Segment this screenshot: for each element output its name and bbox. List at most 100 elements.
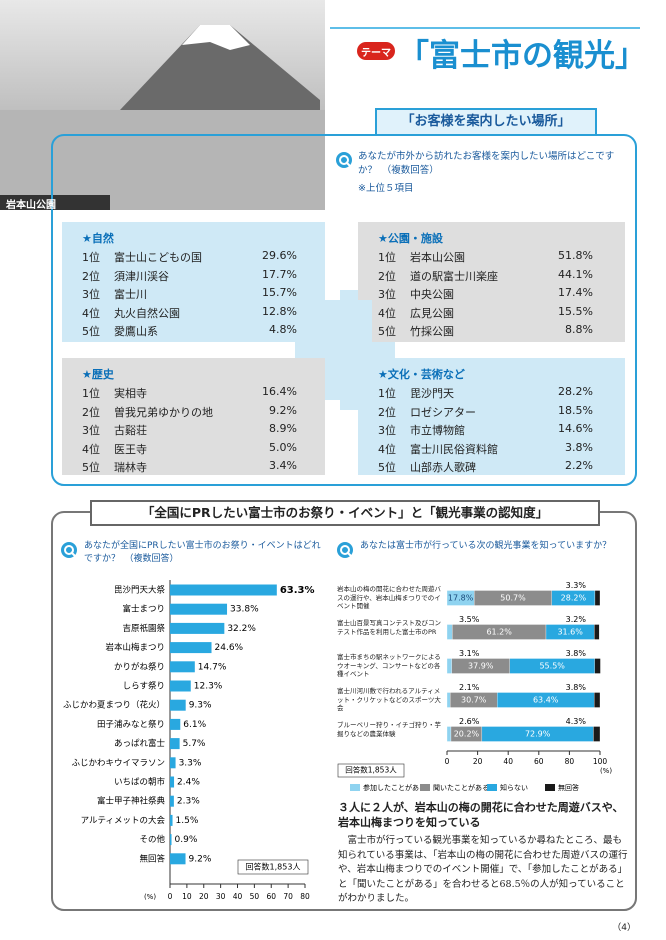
section1-frame [51,134,637,486]
value-label: 61.2% [486,628,512,637]
section-heading: 「お客様を案内したい場所」 [375,108,597,136]
value-label: 37.9% [468,662,494,671]
value-label: 3.8% [566,649,587,658]
bar-segment [593,726,601,742]
value-label: 3.8% [566,683,587,692]
percent: 44.1% [558,267,593,281]
x-tick-label: 40 [233,892,243,901]
value-label: 3.2% [566,615,587,624]
percent: 2.2% [565,459,593,472]
percent: 15.7% [262,286,297,299]
bar [170,661,195,673]
place-name: ロゼシアター [410,405,476,419]
photo-mountain [120,25,320,130]
category-label: 富士市まちの駅ネットワークによるウオーキング、コンサートなどの各種イベント [337,653,441,678]
bar [170,853,186,865]
percent: 8.9% [269,422,297,435]
category-label: 吉原祇園祭 [122,623,165,634]
rank: 2位 [378,405,396,419]
place-name: 実相寺 [114,387,147,400]
box [358,222,625,342]
bar [170,718,181,730]
percent: 12.8% [262,304,297,318]
place-name: 山部赤人歌碑 [410,461,476,474]
value-label: 31.6% [557,628,583,637]
bar-segment [446,692,451,708]
bar-segment [594,658,601,674]
value-label: 9.2% [189,854,212,864]
percent: 5.0% [269,440,297,454]
rank: 5位 [82,325,100,338]
value-label: 30.7% [461,696,487,705]
place-name: 市立博物館 [410,424,465,437]
value-label: 50.7% [500,594,526,603]
category-label: ブルーベリー狩り・イチゴ狩り・芋掘りなどの農業体験 [337,721,441,738]
rank: 3位 [378,424,396,437]
value-label: 28.2% [561,594,587,603]
category-label: しらす祭り [123,681,165,692]
rank: 1位 [378,387,396,400]
rank: 5位 [378,325,396,338]
x-tick-label: 60 [534,757,544,766]
x-tick-label: 20 [473,757,483,766]
x-tick-label: 20 [199,892,209,901]
center-cross [295,290,395,410]
legend-label: 知らない [500,783,528,792]
place-name: 岩本山公園 [410,251,465,264]
bar [170,738,180,750]
category-label: 毘沙門天大祭 [114,585,166,596]
x-tick-label: 40 [503,757,513,766]
place-name: 毘沙門天 [410,387,454,400]
value-label: 5.7% [183,739,206,749]
bar-segment [446,658,452,674]
bar-segment [594,692,601,708]
group-title: ★自然 [82,232,114,245]
percent: 17.7% [262,267,297,281]
x-tick-label: 30 [216,892,226,901]
x-tick-label: 0 [168,892,173,901]
rank: 1位 [378,251,396,264]
page-number: （4） [612,923,636,933]
axis-label: (%) [600,767,612,775]
bar-segment [594,624,600,640]
question: あなたは富士市が行っている次の観光事業を知っていますか？ [360,541,612,551]
value-label: 63.4% [533,696,559,705]
headline: ３人に２人が、岩本山の梅の開花に合わせた周遊バスや、岩本山梅まつりを知っている [338,801,624,829]
bar [170,642,212,654]
percent: 16.4% [262,385,297,398]
rank: 2位 [378,269,396,283]
x-tick-label: 80 [300,892,310,901]
percent: 51.8% [558,249,593,262]
note: ※上位５項目 [358,183,414,194]
axis-label: (%) [144,893,156,901]
bar [170,680,191,692]
x-tick-label: 60 [266,892,276,901]
legend-label: 聞いたことがある [433,783,489,792]
bar [170,584,277,596]
bar [170,699,186,711]
q-icon [337,542,353,558]
value-label: 4.3% [566,717,587,726]
box [62,358,325,475]
rank: 3位 [82,288,100,301]
rank: 4位 [378,306,396,320]
rank: 4位 [82,306,100,320]
rank: 1位 [82,387,100,400]
percent: 18.5% [558,403,593,417]
category-label: あっぱれ富士 [114,738,166,749]
place-name: 曽我兄弟ゆかりの地 [114,405,213,419]
x-tick-label: 70 [283,892,293,901]
value-label: 12.3% [194,682,223,692]
category-label: 岩本山の梅の開花に合わせた周遊バスの運行や、岩本山梅まつりでのイベント開催 [337,585,441,610]
box [62,222,325,342]
group-title: ★文化・芸術など [378,368,465,381]
legend-swatch [420,784,430,791]
value-label: 55.5% [539,662,565,671]
place-name: 中央公園 [410,288,454,301]
body-text: 富士市が行っている観光事業を知っているか尋ねたところ、最も知られている事業は、「… [338,835,628,904]
rank: 5位 [82,461,100,474]
place-name: 広見公園 [410,306,454,320]
place-name: 愛鷹山系 [114,325,158,338]
x-tick-label: 50 [250,892,260,901]
legend-label: 無回答 [558,783,579,792]
